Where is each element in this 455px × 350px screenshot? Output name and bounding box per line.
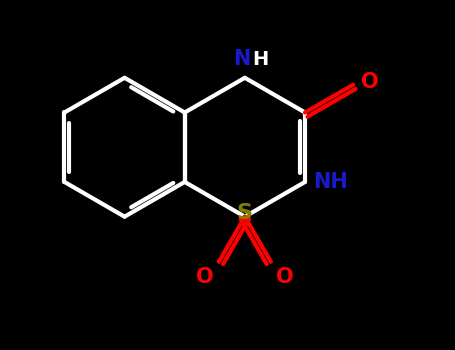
Text: O: O	[277, 267, 294, 287]
Text: O: O	[196, 267, 213, 287]
Text: NH: NH	[313, 172, 348, 192]
Text: N: N	[233, 49, 250, 69]
Text: S: S	[237, 203, 253, 223]
Text: O: O	[361, 72, 379, 92]
Text: H: H	[252, 50, 268, 69]
